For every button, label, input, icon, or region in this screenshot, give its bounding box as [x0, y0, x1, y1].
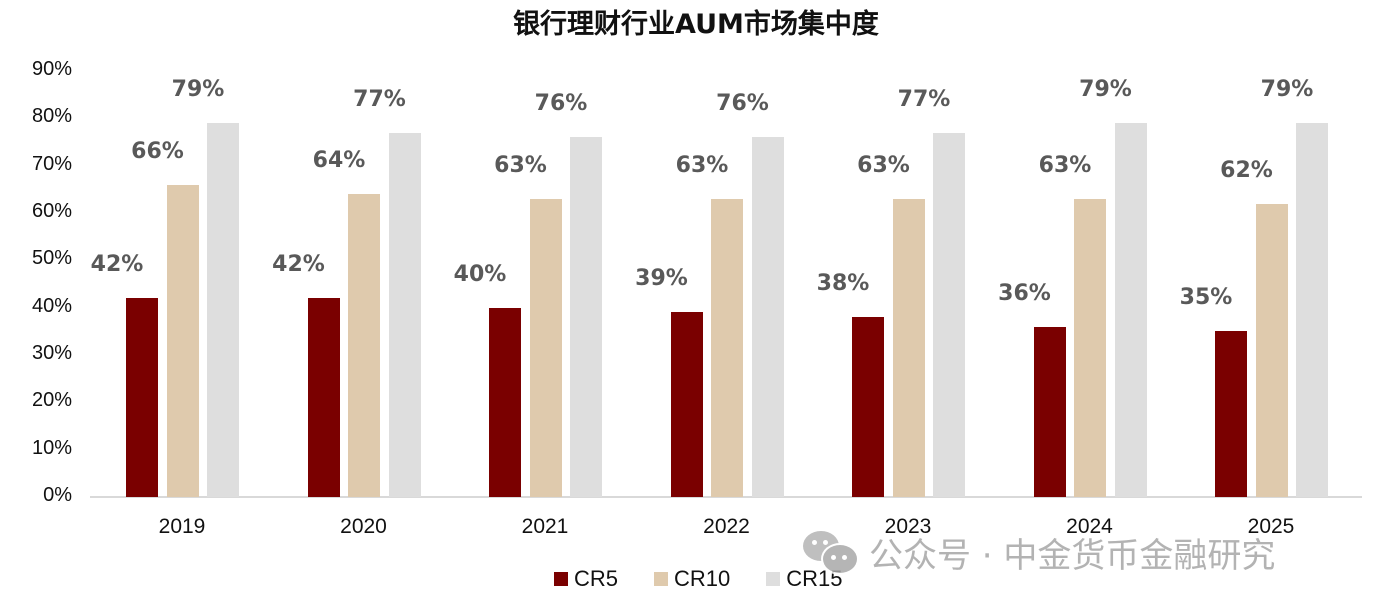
bar-cr10-2025 [1255, 203, 1288, 497]
x-tick-label: 2022 [703, 515, 750, 538]
data-label: 79% [1079, 77, 1132, 103]
y-tick-label: 80% [31, 105, 72, 128]
data-label: 36% [998, 280, 1051, 306]
data-label: 76% [716, 91, 769, 117]
y-tick-label: 50% [31, 247, 72, 270]
legend-swatch-cr15 [766, 572, 781, 586]
x-tick-label: 2025 [1247, 515, 1295, 538]
y-tick-label: 0% [43, 484, 72, 506]
bar-cr15-2019 [207, 123, 239, 497]
data-label: 77% [353, 86, 406, 112]
legend-item-cr10: CR10 [654, 566, 730, 592]
data-label: 42% [272, 252, 325, 278]
data-label: 63% [675, 152, 729, 178]
bar-cr5-2021 [489, 307, 521, 497]
data-label: 63% [494, 152, 547, 178]
bar-cr15-2022 [751, 137, 784, 497]
bar-cr10-2021 [529, 198, 562, 497]
watermark: 公众号 · 中金货币金融研究 [803, 528, 1275, 577]
legend: CR5 CR10 CR15 [554, 566, 879, 592]
legend-label: CR5 [574, 566, 619, 591]
data-label: 63% [1038, 152, 1092, 178]
bar-cr10-2023 [892, 198, 925, 497]
y-tick-label: 60% [31, 200, 72, 222]
x-tick-label: 2024 [1066, 515, 1113, 538]
bar-cr10-2020 [348, 194, 380, 497]
data-label: 64% [312, 148, 366, 174]
bar-cr15-2021 [570, 137, 602, 497]
y-tick-label: 90% [31, 58, 72, 80]
y-tick-label: 20% [31, 389, 72, 412]
bar-cr5-2023 [852, 317, 884, 497]
legend-swatch-cr5 [554, 572, 568, 586]
legend-swatch-cr10 [654, 572, 669, 586]
data-label: 62% [1220, 157, 1273, 183]
bar-cr10-2019 [166, 184, 199, 497]
data-label: 79% [171, 77, 225, 103]
watermark-text: 公众号 · 中金货币金融研究 [869, 536, 1276, 576]
chart-title: 银行理财行业AUM市场集中度 [513, 9, 879, 40]
bar-cr15-2023 [933, 132, 965, 497]
x-tick-label: 2019 [158, 515, 206, 538]
bar-cr15-2020 [388, 132, 421, 497]
bar-cr10-2024 [1074, 198, 1106, 497]
x-tick-label: 2023 [884, 515, 932, 538]
bar-cr5-2020 [307, 298, 340, 497]
data-label: 63% [857, 152, 910, 178]
data-label: 39% [635, 266, 688, 292]
y-tick-label: 40% [31, 294, 72, 317]
data-label: 76% [534, 91, 588, 117]
data-label: 35% [1179, 285, 1233, 311]
bar-cr5-2022 [670, 312, 703, 497]
data-label: 66% [131, 138, 184, 164]
x-tick-label: 2020 [340, 515, 387, 538]
y-tick-label: 70% [31, 152, 72, 175]
data-label: 77% [897, 86, 951, 112]
data-label: 42% [90, 252, 144, 278]
bar-cr5-2019 [126, 298, 158, 497]
y-tick-label: 30% [31, 342, 72, 364]
wechat-icon [803, 530, 859, 575]
x-tick-label: 2021 [521, 515, 569, 538]
bar-cr5-2024 [1033, 326, 1066, 497]
bar-cr10-2022 [711, 198, 743, 497]
legend-item-cr5: CR5 [554, 566, 618, 592]
data-label: 40% [453, 261, 507, 287]
legend-label: CR10 [674, 566, 731, 591]
data-label: 38% [816, 271, 870, 297]
x-axis-line [90, 496, 1362, 498]
data-label: 79% [1260, 77, 1314, 103]
y-tick-label: 10% [31, 436, 72, 459]
bar-cr5-2025 [1215, 331, 1247, 497]
bar-cr15-2025 [1296, 123, 1328, 497]
bar-cr15-2024 [1114, 123, 1147, 497]
